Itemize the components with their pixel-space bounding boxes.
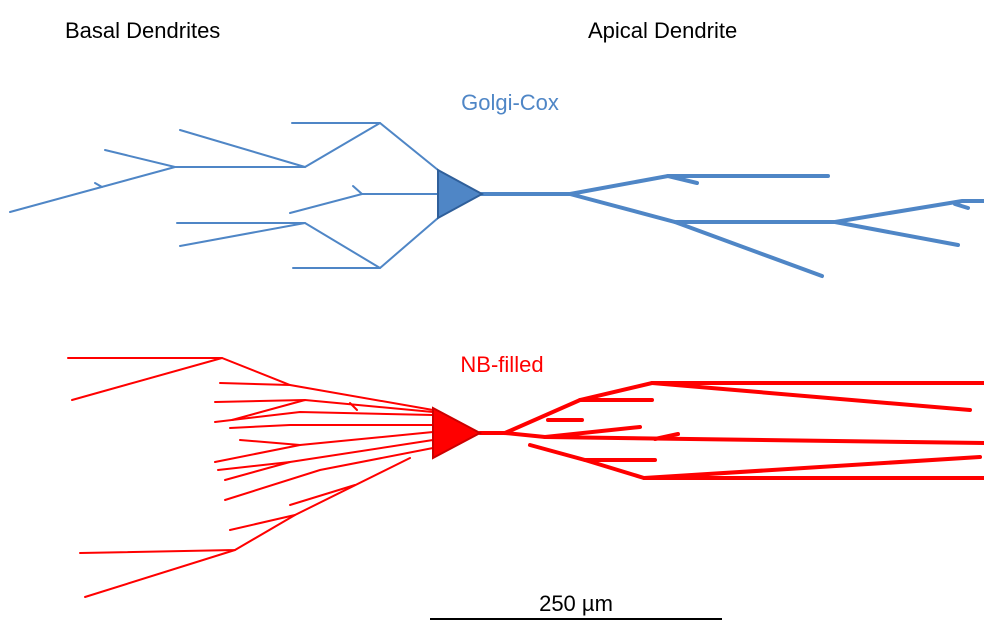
nb-neuron: [68, 358, 984, 597]
nb-label: NB-filled: [460, 352, 543, 377]
basal-heading: Basal Dendrites: [65, 18, 220, 43]
figure: Basal Dendrites Apical Dendrite Golgi-Co…: [0, 0, 984, 621]
golgi-neuron: [10, 123, 984, 276]
apical-heading: Apical Dendrite: [588, 18, 737, 43]
golgi-label: Golgi-Cox: [461, 90, 559, 115]
scale-label: 250 µm: [539, 591, 613, 616]
